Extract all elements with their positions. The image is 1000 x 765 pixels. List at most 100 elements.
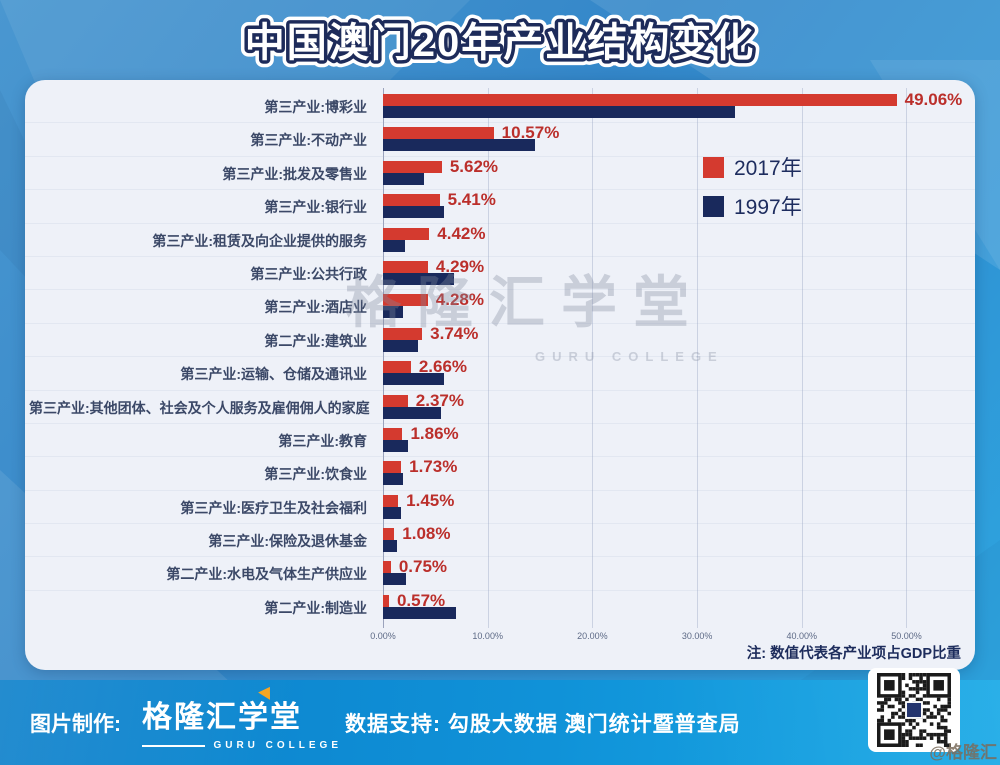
- logo-text-chars: 格隆汇学堂: [142, 701, 302, 734]
- footer-bar: 图片制作: 格隆汇学堂 GURU COLLEGE 数据支持: 勾股大数据 澳门统…: [0, 680, 1000, 765]
- bar-group: 4.42%: [383, 224, 963, 257]
- legend-item: 1997年: [703, 191, 802, 221]
- legend-item: 2017年: [703, 152, 802, 182]
- x-tick-label: 40.00%: [786, 631, 818, 641]
- bar-2017: [383, 528, 395, 541]
- bar-1997: [383, 506, 401, 519]
- chart-row: 第三产业:酒店业 4.28%: [25, 290, 975, 324]
- watermark-handle: @格隆汇: [929, 743, 997, 762]
- gridline-30.00%: [697, 88, 699, 628]
- logo-subtext: GURU COLLEGE: [213, 740, 342, 751]
- chart-row: 第三产业:批发及零售业 5.62%: [25, 157, 975, 191]
- bar-2017: [383, 194, 440, 207]
- legend-label: 1997年: [734, 196, 802, 219]
- bar-2017: [383, 461, 402, 474]
- bar-1997: [383, 540, 397, 553]
- value-label: 5.62%: [449, 156, 499, 176]
- category-label: 第二产业:建筑业: [264, 332, 367, 349]
- category-label: 第三产业:教育: [278, 432, 367, 449]
- chart-row: 第三产业:其他团体、社会及个人服务及雇佣佣人的家庭 2.37%: [25, 391, 975, 424]
- value-label: 2.37%: [415, 390, 464, 410]
- category-label: 第三产业:租赁及向企业提供的服务: [152, 232, 367, 249]
- bar-2017: [383, 327, 423, 340]
- value-label: 49.06%: [904, 90, 963, 109]
- qr-code: [868, 668, 960, 752]
- made-by-label: 图片制作:: [30, 713, 121, 736]
- bar-1997: [383, 573, 407, 586]
- page-title: 中国澳门20年产业结构变化 中国澳门20年产业结构变化: [0, 0, 1000, 80]
- value-label: 1.73%: [409, 457, 458, 477]
- x-axis-ticks: 0.00% 10.00% 20.00% 30.00% 40.00% 50.00%: [25, 631, 975, 645]
- value-label: 5.41%: [447, 190, 496, 210]
- chart-row: 第三产业:医疗卫生及社会福利 1.45%: [25, 490, 975, 525]
- legend: 2017年 1997年: [703, 152, 802, 230]
- bar-2017: [383, 160, 442, 173]
- bar-2017: [383, 427, 403, 440]
- category-label: 第三产业:不动产业: [250, 132, 367, 149]
- category-label: 第三产业:医疗卫生及社会福利: [180, 499, 367, 516]
- bar-1997: [383, 306, 403, 319]
- chart-row: 第三产业:博彩业 49.06%: [25, 90, 975, 124]
- bar-group: 4.29%: [383, 257, 963, 290]
- category-label: 第三产业:批发及零售业: [222, 165, 367, 182]
- gridline-20.00%: [592, 88, 594, 628]
- value-label: 2.66%: [418, 357, 468, 377]
- category-label: 第三产业:其他团体、社会及个人服务及雇佣佣人的家庭: [29, 399, 370, 416]
- gridline-40.00%: [801, 88, 803, 628]
- bar-1997: [383, 239, 405, 252]
- bar-1997: [383, 272, 455, 285]
- data-support-label: 数据支持: 勾股大数据 澳门统计暨普查局: [345, 713, 741, 736]
- chart-row: 第二产业:建筑业 3.74%: [25, 323, 975, 358]
- value-label: 4.28%: [435, 290, 484, 310]
- bar-1997: [383, 606, 457, 619]
- bar-group: 1.86%: [383, 424, 963, 457]
- gridline-50.00%: [906, 88, 908, 628]
- chart-row: 第三产业:饮食业 1.73%: [25, 457, 975, 491]
- bar-group: 5.62%: [383, 157, 963, 190]
- chart-row: 第二产业:水电及气体生产供应业 0.75%: [25, 557, 975, 591]
- x-tick-label: 50.00%: [891, 631, 922, 641]
- x-tick-label: 10.00%: [472, 631, 503, 641]
- value-label: 1.45%: [406, 490, 455, 510]
- bar-2017: [383, 594, 389, 607]
- x-tick-label: 0.00%: [370, 631, 396, 641]
- bar-group: 4.28%: [383, 290, 963, 323]
- bar-1997: [383, 172, 424, 185]
- bar-1997: [383, 206, 444, 219]
- logo-underline: [142, 744, 206, 747]
- category-label: 第三产业:银行业: [264, 199, 367, 216]
- gridline-10.00%: [487, 88, 489, 628]
- chart-row: 第三产业:教育 1.86%: [25, 424, 975, 458]
- page-title-text: 中国澳门20年产业结构变化: [245, 21, 756, 65]
- chart-panel: 格隆汇学堂 GURU COLLEGE 第三产业:博彩业 49.06% 第三产业:不动…: [25, 80, 975, 670]
- bar-1997: [383, 339, 418, 352]
- paper-plane-icon: [258, 683, 276, 700]
- value-label: 1.86%: [410, 423, 459, 443]
- x-tick-label: 30.00%: [681, 631, 713, 641]
- category-label: 第三产业:公共行政: [250, 265, 367, 282]
- value-label: 4.42%: [437, 223, 486, 243]
- bar-1997: [383, 406, 441, 419]
- category-label: 第三产业:酒店业: [264, 299, 367, 316]
- chart-row: 第三产业:公共行政 4.29%: [25, 257, 975, 291]
- category-label: 第三产业:饮食业: [264, 466, 367, 483]
- guru-college-logo: 格隆汇学堂 GURU COLLEGE: [142, 683, 342, 751]
- qr-pattern: [877, 673, 951, 747]
- bar-group: 10.57%: [383, 123, 963, 156]
- value-label: 0.57%: [396, 590, 446, 610]
- value-label: 1.08%: [402, 524, 451, 544]
- plot-area: 格隆汇学堂 GURU COLLEGE 第三产业:博彩业 49.06% 第三产业:不动…: [25, 80, 975, 670]
- value-label: 4.29%: [435, 256, 485, 276]
- gridline-0.00%: [383, 88, 384, 628]
- bar-1997: [383, 139, 535, 152]
- chart-row: 第二产业:制造业 0.57%: [25, 591, 975, 624]
- category-label: 第三产业:运输、仓储及通讯业: [180, 366, 367, 383]
- chart-rows: 第三产业:博彩业 49.06% 第三产业:不动产业 10.57% 第三产业:批发及零售业…: [25, 90, 975, 624]
- bar-2017: [383, 260, 428, 273]
- value-label: 3.74%: [430, 323, 479, 343]
- logo-subrow: GURU COLLEGE: [142, 740, 342, 751]
- chart-row: 第三产业:银行业 5.41%: [25, 190, 975, 224]
- bar-2017: [383, 394, 408, 407]
- legend-swatch-icon: [703, 156, 724, 178]
- bar-1997: [383, 373, 444, 386]
